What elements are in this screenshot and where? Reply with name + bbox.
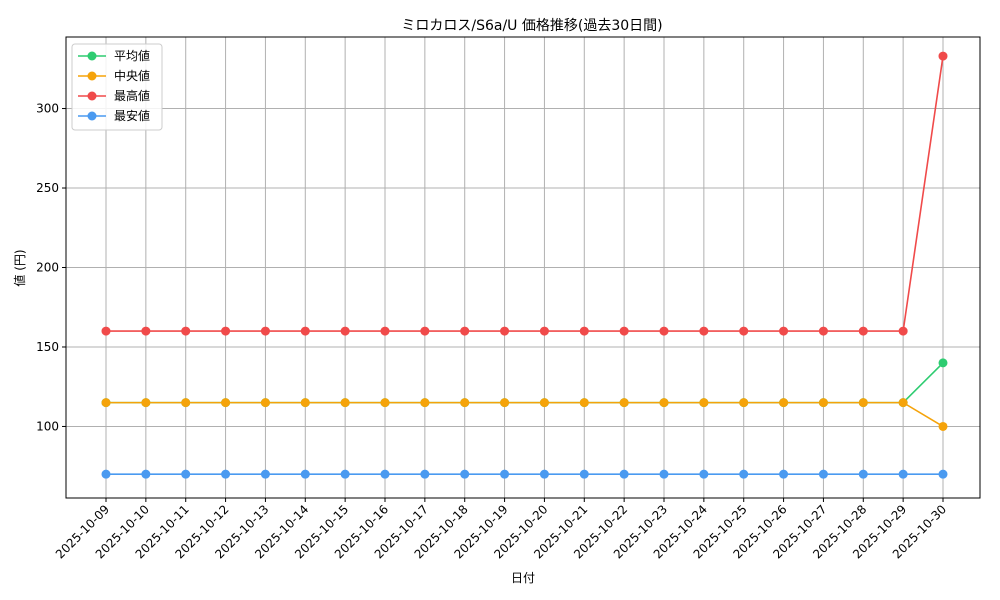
data-point [818,469,828,479]
data-point [141,398,151,408]
data-point [779,326,789,336]
legend-label: 中央値 [114,68,150,83]
series-line [106,55,944,332]
data-point [818,326,828,336]
data-point [380,398,390,408]
series-2 [101,398,948,431]
data-point [699,326,709,336]
data-point [380,469,390,479]
series-layer [101,51,948,479]
legend-swatch-marker [87,91,97,101]
data-point [659,398,669,408]
y-tick-label: 300 [36,102,59,116]
legend-label: 最高値 [114,88,150,103]
data-point [141,326,151,336]
data-point [539,398,549,408]
data-point [420,469,430,479]
data-point [101,326,111,336]
data-point [340,469,350,479]
data-point [779,398,789,408]
data-point [460,469,470,479]
data-point [619,326,629,336]
chart-title: ミロカロス/S6a/U 価格推移(過去30日間) [401,18,662,34]
x-axis-label: 日付 [511,571,535,585]
data-point [181,326,191,336]
data-point [181,398,191,408]
data-point [619,398,629,408]
data-point [221,326,231,336]
y-tick-label: 150 [36,340,59,354]
data-point [460,326,470,336]
data-point [101,398,111,408]
legend-swatch-marker [87,111,97,121]
data-point [898,469,908,479]
data-point [938,51,948,61]
data-point [739,469,749,479]
data-point [141,469,151,479]
legend-label: 最安値 [114,108,150,123]
data-point [460,398,470,408]
series-line [106,362,944,404]
data-point [221,469,231,479]
data-point [659,326,669,336]
data-point [539,469,549,479]
data-point [898,326,908,336]
data-point [898,398,908,408]
data-point [779,469,789,479]
data-point [579,469,589,479]
data-point [739,326,749,336]
data-point [579,326,589,336]
data-point [579,398,589,408]
data-point [340,326,350,336]
y-tick-label: 200 [36,261,59,275]
data-point [300,326,310,336]
x-axis: 2025-10-092025-10-102025-10-112025-10-12… [53,498,949,561]
data-point [101,469,111,479]
data-point [818,398,828,408]
legend-label: 平均値 [114,48,150,63]
y-tick-label: 250 [36,181,59,195]
data-point [858,398,868,408]
legend-box [71,43,163,131]
series-line [106,401,944,428]
legend-swatch-marker [87,71,97,81]
data-point [619,469,629,479]
legend-swatch-marker [87,51,97,61]
series-3 [101,51,948,336]
y-tick-label: 100 [36,419,59,433]
data-point [500,326,510,336]
data-point [938,421,948,431]
y-axis: 100 150 200 250 300 [36,102,66,433]
data-point [938,358,948,368]
data-point [260,326,270,336]
data-point [420,398,430,408]
data-point [938,469,948,479]
data-point [659,469,669,479]
data-point [300,398,310,408]
data-point [221,398,231,408]
data-point [380,326,390,336]
data-point [699,398,709,408]
data-point [699,469,709,479]
data-point [500,398,510,408]
data-point [181,469,191,479]
data-point [260,398,270,408]
data-point [500,469,510,479]
data-point [300,469,310,479]
grid-lines [66,37,980,498]
data-point [739,398,749,408]
data-point [340,398,350,408]
y-axis-label: 値 (円) [12,249,27,286]
data-point [858,326,868,336]
data-point [858,469,868,479]
data-point [420,326,430,336]
data-point [260,469,270,479]
data-point [539,326,549,336]
series-4 [101,469,948,479]
